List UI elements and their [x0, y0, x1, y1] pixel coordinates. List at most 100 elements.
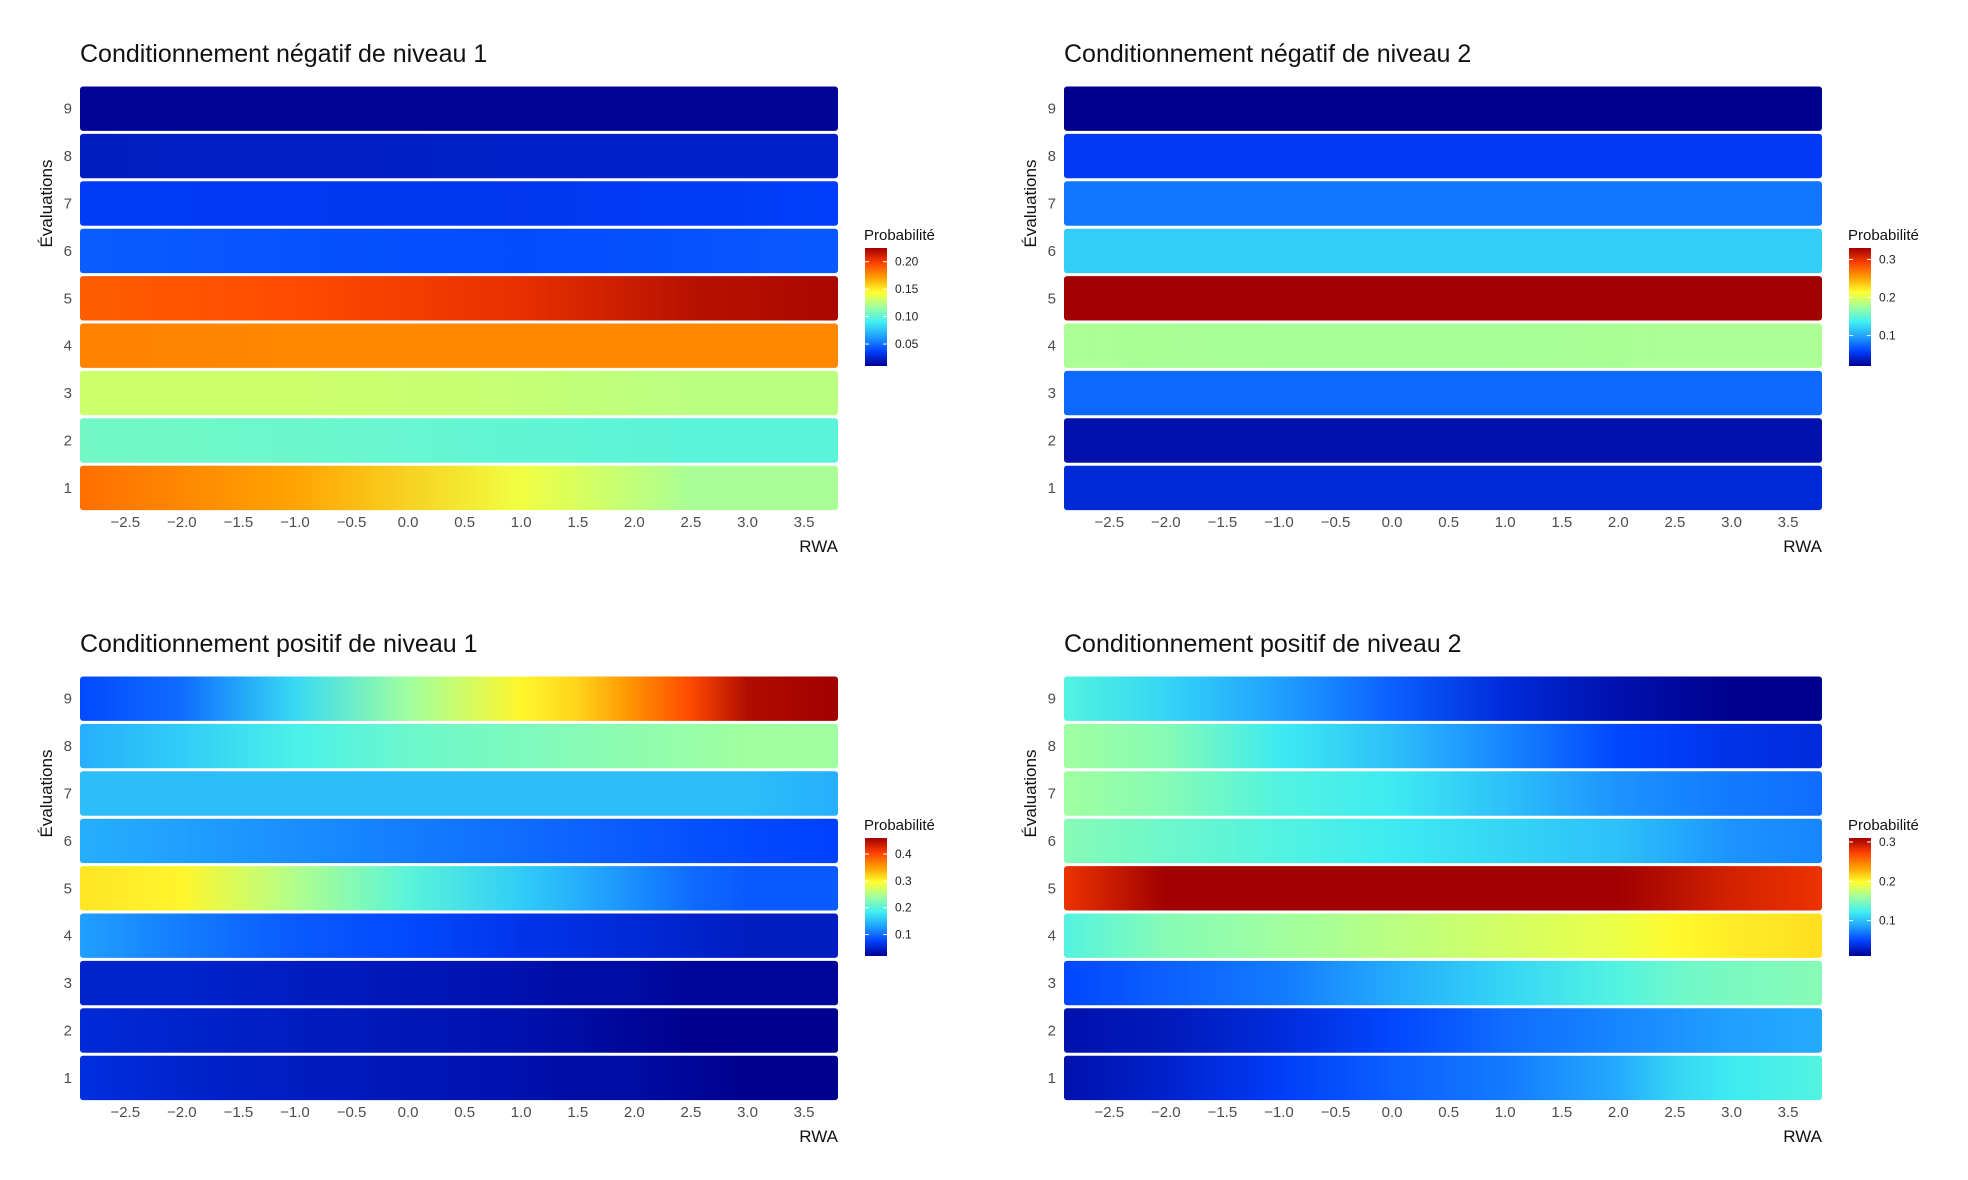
x-tick-label: −2.5 [110, 1104, 140, 1121]
colorbar-tick-label: 0.15 [895, 282, 919, 296]
x-tick-label: 3.5 [794, 1104, 815, 1121]
legend-title: Probabilité [1848, 227, 1919, 244]
heatmap-row-3 [1064, 960, 1822, 1006]
y-tick-label: 5 [64, 880, 72, 897]
x-tick-label: −1.0 [280, 514, 310, 531]
heatmap-row-8 [1064, 133, 1822, 179]
colorbar-tick-label: 0.1 [1879, 914, 1896, 928]
y-tick-label: 8 [64, 148, 72, 165]
chart-title: Conditionnement positif de niveau 1 [80, 630, 478, 658]
x-tick-label: 0.5 [454, 514, 475, 531]
x-tick-label: 2.5 [1664, 514, 1685, 531]
x-tick-label: −1.0 [1264, 514, 1294, 531]
x-tick-label: −2.5 [110, 514, 140, 531]
colorbar-tick-label: 0.1 [895, 928, 912, 942]
heatmap-row-7 [1064, 181, 1822, 226]
x-tick-label: −0.5 [1321, 514, 1351, 531]
heatmap-row-8 [1064, 723, 1822, 769]
x-tick-label: 0.0 [398, 514, 419, 531]
y-tick-label: 1 [64, 480, 72, 497]
y-tick-label: 9 [1048, 101, 1056, 118]
heatmap-row-8 [80, 723, 838, 769]
y-tick-label: 3 [64, 385, 72, 402]
heatmap-row-9 [1064, 676, 1822, 721]
heatmap-row-7 [80, 771, 838, 816]
x-axis-title: RWA [799, 537, 838, 556]
y-axis-title: Évaluations [37, 160, 56, 248]
x-tick-label: 1.0 [1495, 514, 1516, 531]
x-tick-label: 1.5 [567, 1104, 588, 1121]
y-tick-label: 8 [1048, 738, 1056, 755]
x-tick-label: 0.0 [1382, 1104, 1403, 1121]
colorbar-tick-label: 0.2 [1879, 874, 1896, 888]
heatmap-row-5 [1064, 276, 1822, 321]
x-tick-label: 1.5 [1551, 1104, 1572, 1121]
heatmap-row-6 [80, 818, 838, 864]
heatmap-row-9 [80, 86, 838, 131]
x-tick-label: 2.0 [624, 514, 645, 531]
y-tick-label: 7 [1048, 196, 1056, 213]
heatmap-row-2 [1064, 1008, 1822, 1053]
x-tick-label: 0.5 [454, 1104, 475, 1121]
heatmap-row-9 [1064, 86, 1822, 131]
y-tick-label: 3 [1048, 385, 1056, 402]
y-tick-label: 5 [64, 290, 72, 307]
x-tick-label: 1.0 [511, 514, 532, 531]
y-tick-label: 7 [64, 196, 72, 213]
legend-title: Probabilité [1848, 817, 1919, 834]
heatmap-row-8 [80, 133, 838, 179]
y-tick-label: 5 [1048, 880, 1056, 897]
x-tick-label: 1.5 [1551, 514, 1572, 531]
x-tick-label: 2.0 [1608, 1104, 1629, 1121]
y-tick-label: 4 [64, 928, 72, 945]
heatmap-panel-1: Conditionnement négatif de niveau 1 Évalu… [0, 0, 984, 590]
x-tick-label: 2.5 [1664, 1104, 1685, 1121]
colorbar-tick-label: 0.4 [895, 847, 912, 861]
x-tick-label: 3.0 [1721, 1104, 1742, 1121]
y-tick-label: 5 [1048, 290, 1056, 307]
colorbar-tick-label: 0.2 [895, 901, 912, 915]
colorbar-tick-label: 0.2 [1879, 290, 1896, 304]
y-axis-title: Évaluations [37, 750, 56, 838]
colorbar-tick-label: 0.3 [1879, 835, 1896, 849]
y-tick-label: 4 [1048, 928, 1056, 945]
y-tick-label: 1 [1048, 1070, 1056, 1087]
y-tick-label: 2 [64, 433, 72, 450]
colorbar [865, 248, 887, 366]
x-tick-label: −0.5 [1321, 1104, 1351, 1121]
x-tick-label: 1.0 [1495, 1104, 1516, 1121]
x-tick-label: 1.5 [567, 514, 588, 531]
colorbar [1849, 838, 1871, 956]
colorbar-tick-label: 0.3 [1879, 252, 1896, 266]
x-tick-label: 3.0 [1721, 514, 1742, 531]
colorbar-tick-label: 0.05 [895, 337, 919, 351]
x-tick-label: −2.0 [1151, 514, 1181, 531]
x-tick-label: −1.0 [1264, 1104, 1294, 1121]
y-tick-label: 6 [1048, 833, 1056, 850]
heatmap-row-4 [1064, 913, 1822, 958]
x-tick-label: −1.5 [224, 1104, 254, 1121]
heatmap-row-4 [80, 913, 838, 958]
x-tick-label: −2.5 [1094, 514, 1124, 531]
x-tick-label: 3.5 [1778, 514, 1799, 531]
x-tick-label: 0.5 [1438, 1104, 1459, 1121]
x-tick-label: −1.5 [1208, 1104, 1238, 1121]
heatmap-panel-2: Conditionnement négatif de niveau 2 Évalu… [984, 0, 1968, 590]
x-tick-label: −0.5 [337, 1104, 367, 1121]
x-axis-title: RWA [1783, 537, 1822, 556]
heatmap-row-3 [80, 960, 838, 1006]
heatmap-svg-3: Conditionnement positif de niveau 1 Évalu… [37, 630, 935, 1146]
heatmap-row-1 [80, 465, 838, 511]
y-tick-label: 4 [1048, 338, 1056, 355]
x-tick-label: 3.0 [737, 1104, 758, 1121]
x-tick-label: 3.0 [737, 514, 758, 531]
heatmap-row-5 [80, 276, 838, 321]
chart-title: Conditionnement négatif de niveau 1 [80, 40, 487, 68]
colorbar-tick-label: 0.1 [1879, 329, 1896, 343]
x-tick-label: 3.5 [794, 514, 815, 531]
x-tick-label: 0.0 [1382, 514, 1403, 531]
heatmap-svg-1: Conditionnement négatif de niveau 1 Évalu… [37, 40, 935, 556]
x-tick-label: −2.0 [1151, 1104, 1181, 1121]
y-tick-label: 8 [1048, 148, 1056, 165]
heatmap-svg-4: Conditionnement positif de niveau 2 Évalu… [1021, 630, 1919, 1146]
